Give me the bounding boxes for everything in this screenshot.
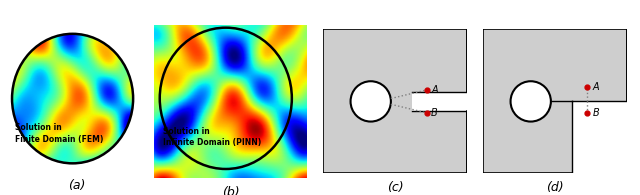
- Bar: [413, 92, 467, 111]
- Text: A: A: [593, 82, 599, 92]
- Text: A: A: [431, 85, 438, 95]
- Text: B: B: [593, 108, 600, 118]
- Text: B: B: [431, 108, 438, 118]
- Text: (d): (d): [547, 181, 564, 194]
- Text: (a): (a): [68, 179, 86, 192]
- Bar: [573, 101, 627, 173]
- Text: Solution in
Finite Domain (FEM): Solution in Finite Domain (FEM): [15, 123, 103, 144]
- Text: (c): (c): [387, 181, 403, 194]
- Circle shape: [511, 81, 551, 121]
- Circle shape: [351, 81, 391, 121]
- Text: (b): (b): [221, 186, 239, 195]
- Text: Solution in
Infinite Domain (PINN): Solution in Infinite Domain (PINN): [163, 127, 261, 147]
